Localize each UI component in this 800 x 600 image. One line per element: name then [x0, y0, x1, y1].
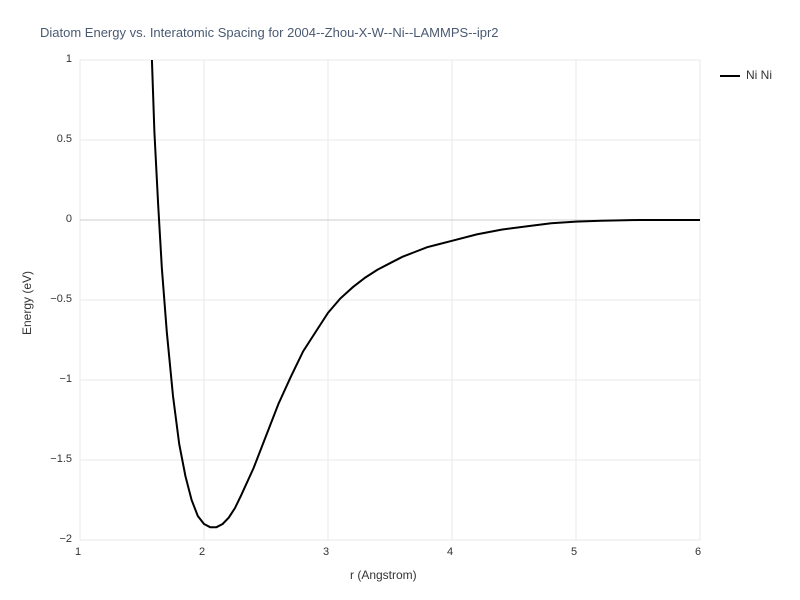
x-axis-label: r (Angstrom) [350, 568, 417, 582]
xtick-label: 1 [75, 546, 81, 558]
plot-svg [0, 0, 800, 600]
xtick-label: 5 [571, 546, 577, 558]
y-axis-label: Energy (eV) [20, 271, 34, 335]
ytick-label: −2 [59, 533, 72, 545]
xtick-label: 3 [323, 546, 329, 558]
ytick-label: 0 [66, 213, 72, 225]
series-line-0 [152, 60, 700, 527]
ytick-label: −0.5 [50, 293, 72, 305]
ytick-label: −1 [59, 373, 72, 385]
legend-label-0: Ni Ni [746, 68, 772, 82]
xtick-label: 6 [695, 546, 701, 558]
ytick-label: 0.5 [57, 133, 72, 145]
ytick-label: −1.5 [50, 453, 72, 465]
legend-line-0 [720, 75, 740, 77]
ytick-label: 1 [66, 53, 72, 65]
xtick-label: 4 [447, 546, 453, 558]
xtick-label: 2 [199, 546, 205, 558]
